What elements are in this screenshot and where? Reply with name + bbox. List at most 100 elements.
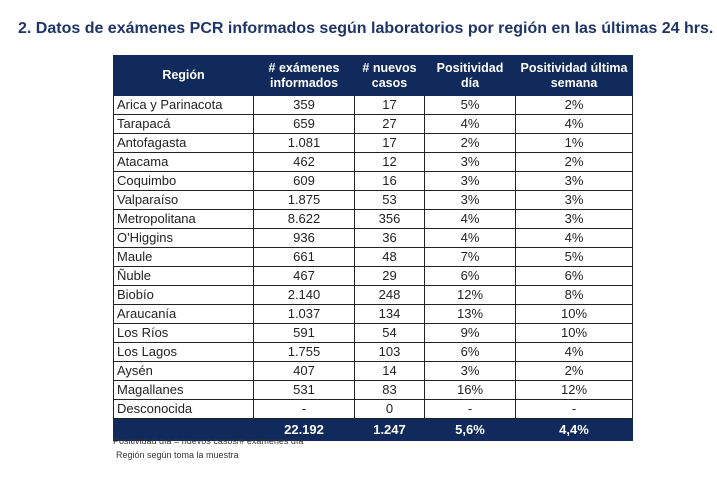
cell-region: Arica y Parinacota <box>113 95 254 115</box>
cell-positivity-week: 10% <box>515 304 633 324</box>
cell-exams: 1.037 <box>253 304 355 324</box>
cell-new-cases: 48 <box>354 247 425 267</box>
cell-positivity-day: 7% <box>424 247 516 267</box>
table-row: Magallanes 531 83 16% 12% <box>113 380 633 400</box>
cell-new-cases: 27 <box>354 114 425 134</box>
cell-new-cases: 16 <box>354 171 425 191</box>
total-positivity-week: 4,4% <box>515 418 633 441</box>
cell-positivity-week: 4% <box>515 342 633 362</box>
cell-region: Maule <box>113 247 254 267</box>
cell-exams: 1.081 <box>253 133 355 153</box>
cell-exams: 462 <box>253 152 355 172</box>
cell-positivity-week: 10% <box>515 323 633 343</box>
cell-exams: 8.622 <box>253 209 355 229</box>
cell-exams: 359 <box>253 95 355 115</box>
cell-region: O'Higgins <box>113 228 254 248</box>
cell-exams: 936 <box>253 228 355 248</box>
total-new-cases: 1.247 <box>354 418 425 441</box>
cell-region: Tarapacá <box>113 114 254 134</box>
cell-new-cases: 0 <box>354 399 425 419</box>
table-row: Ñuble 467 29 6% 6% <box>113 266 633 286</box>
cell-region: Antofagasta <box>113 133 254 153</box>
cell-region: Araucanía <box>113 304 254 324</box>
cell-positivity-day: 2% <box>424 133 516 153</box>
table-row: Desconocida -0- - <box>113 399 633 419</box>
cell-region: Biobío <box>113 285 254 305</box>
cell-positivity-day: 16% <box>424 380 516 400</box>
cell-positivity-week: 5% <box>515 247 633 267</box>
cell-region: Coquimbo <box>113 171 254 191</box>
footnote-positivity: Positividad día = nuevos casos/# exámene… <box>113 436 304 446</box>
cell-region: Valparaíso <box>113 190 254 210</box>
cell-positivity-day: 3% <box>424 361 516 381</box>
cell-new-cases: 36 <box>354 228 425 248</box>
header-row: Región # exámenes informados # nuevos ca… <box>113 55 633 96</box>
cell-exams: 407 <box>253 361 355 381</box>
table-row: Los Ríos 591 54 9% 10% <box>113 323 633 343</box>
cell-positivity-day: 12% <box>424 285 516 305</box>
footnote-region: Región según toma la muestra <box>116 450 239 460</box>
cell-region: Magallanes <box>113 380 254 400</box>
cell-new-cases: 12 <box>354 152 425 172</box>
cell-positivity-day: 13% <box>424 304 516 324</box>
cell-new-cases: 54 <box>354 323 425 343</box>
total-exams: 22.192 <box>253 418 355 441</box>
cell-exams: 1.875 <box>253 190 355 210</box>
cell-region: Ñuble <box>113 266 254 286</box>
cell-positivity-week: - <box>515 399 633 419</box>
cell-new-cases: 14 <box>354 361 425 381</box>
cell-exams: 1.755 <box>253 342 355 362</box>
header-positivity-day: Positividad día <box>424 55 516 96</box>
cell-exams: - <box>253 399 355 419</box>
cell-exams: 531 <box>253 380 355 400</box>
table-row: Maule 661 48 7% 5% <box>113 247 633 267</box>
pcr-table: Región # exámenes informados # nuevos ca… <box>113 55 633 441</box>
cell-positivity-week: 6% <box>515 266 633 286</box>
cell-positivity-day: 5% <box>424 95 516 115</box>
cell-new-cases: 83 <box>354 380 425 400</box>
cell-positivity-week: 1% <box>515 133 633 153</box>
cell-region: Los Ríos <box>113 323 254 343</box>
cell-positivity-day: 4% <box>424 209 516 229</box>
header-new-cases: # nuevos casos <box>354 55 425 96</box>
table-row: Atacama 462 12 3% 2% <box>113 152 633 172</box>
cell-new-cases: 29 <box>354 266 425 286</box>
cell-positivity-week: 2% <box>515 152 633 172</box>
table-row: Metropolitana 8.622 356 4% 3% <box>113 209 633 229</box>
table-row: Tarapacá 659 27 4% 4% <box>113 114 633 134</box>
cell-positivity-day: 3% <box>424 190 516 210</box>
cell-positivity-day: 3% <box>424 152 516 172</box>
cell-positivity-day: 3% <box>424 171 516 191</box>
cell-positivity-day: 4% <box>424 114 516 134</box>
cell-exams: 2.140 <box>253 285 355 305</box>
table-row: Los Lagos 1.755 103 6% 4% <box>113 342 633 362</box>
table-row: Valparaíso 1.875 53 3% 3% <box>113 190 633 210</box>
cell-new-cases: 17 <box>354 133 425 153</box>
cell-exams: 661 <box>253 247 355 267</box>
cell-positivity-week: 3% <box>515 209 633 229</box>
total-region <box>113 418 254 441</box>
header-positivity-week: Positividad última semana <box>515 55 633 96</box>
table-row: Aysén 407 14 3% 2% <box>113 361 633 381</box>
cell-new-cases: 356 <box>354 209 425 229</box>
table-row: Araucanía 1.037 134 13% 10% <box>113 304 633 324</box>
cell-new-cases: 53 <box>354 190 425 210</box>
cell-positivity-week: 2% <box>515 95 633 115</box>
cell-exams: 467 <box>253 266 355 286</box>
cell-positivity-day: 6% <box>424 266 516 286</box>
cell-new-cases: 248 <box>354 285 425 305</box>
cell-positivity-week: 12% <box>515 380 633 400</box>
total-row: 22.192 1.247 5,6% 4,4% <box>113 418 633 441</box>
total-positivity-day: 5,6% <box>424 418 516 441</box>
cell-positivity-day: 4% <box>424 228 516 248</box>
table-row: Biobío 2.140 248 12% 8% <box>113 285 633 305</box>
cell-exams: 609 <box>253 171 355 191</box>
cell-positivity-day: 6% <box>424 342 516 362</box>
cell-positivity-week: 3% <box>515 190 633 210</box>
cell-new-cases: 134 <box>354 304 425 324</box>
cell-positivity-week: 3% <box>515 171 633 191</box>
table-row: O'Higgins 936 36 4% 4% <box>113 228 633 248</box>
cell-positivity-day: 9% <box>424 323 516 343</box>
table-row: Antofagasta 1.081 17 2% 1% <box>113 133 633 153</box>
cell-exams: 591 <box>253 323 355 343</box>
